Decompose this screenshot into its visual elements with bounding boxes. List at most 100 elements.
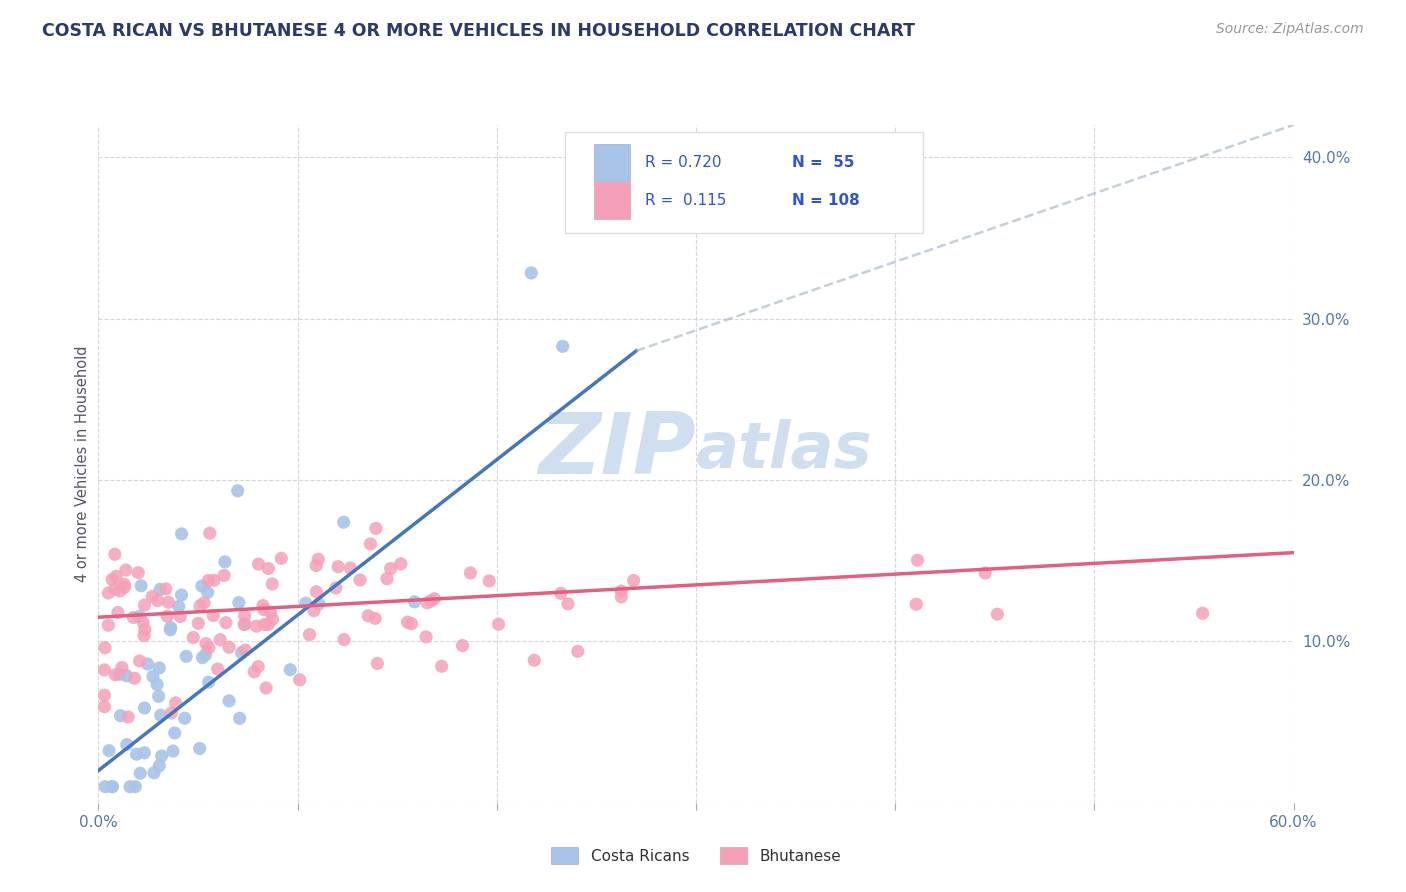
Point bbox=[202, 608, 225, 623]
Point bbox=[191, 579, 214, 593]
Point bbox=[207, 662, 229, 676]
Point bbox=[197, 585, 219, 599]
Point bbox=[128, 609, 150, 624]
Point bbox=[129, 579, 152, 593]
Point bbox=[108, 583, 131, 598]
Point bbox=[451, 639, 474, 653]
Point bbox=[149, 708, 172, 723]
Point bbox=[136, 657, 159, 671]
Point bbox=[193, 596, 215, 610]
Point bbox=[101, 573, 124, 587]
Point bbox=[129, 766, 152, 780]
Point bbox=[233, 608, 256, 623]
Point bbox=[325, 581, 347, 595]
Point bbox=[226, 483, 249, 498]
Point bbox=[610, 590, 633, 604]
Point bbox=[214, 555, 236, 569]
Point bbox=[298, 627, 321, 641]
Point bbox=[124, 780, 146, 794]
Point bbox=[148, 759, 170, 773]
Point bbox=[550, 586, 572, 600]
Point bbox=[253, 602, 276, 616]
Point bbox=[134, 701, 156, 715]
Point bbox=[488, 617, 510, 632]
Point bbox=[905, 597, 928, 611]
Point bbox=[364, 521, 387, 535]
Bar bbox=[595, 144, 630, 181]
Point bbox=[332, 515, 354, 529]
Point bbox=[228, 711, 250, 725]
Point bbox=[191, 650, 214, 665]
Point bbox=[307, 552, 329, 566]
Point bbox=[404, 595, 426, 609]
Point bbox=[159, 623, 181, 637]
Point bbox=[233, 617, 256, 632]
Point bbox=[143, 765, 166, 780]
Point bbox=[233, 643, 256, 657]
Point bbox=[231, 646, 253, 660]
Point bbox=[159, 621, 181, 635]
Point bbox=[170, 527, 193, 541]
Point bbox=[122, 610, 145, 624]
Point bbox=[160, 706, 183, 720]
Text: ZIP: ZIP bbox=[538, 409, 696, 491]
Point bbox=[278, 663, 301, 677]
Point bbox=[218, 694, 240, 708]
Point bbox=[202, 574, 225, 588]
Point bbox=[115, 563, 138, 577]
Point bbox=[197, 675, 219, 690]
Point bbox=[134, 598, 156, 612]
Point bbox=[359, 537, 381, 551]
Point bbox=[162, 744, 184, 758]
Point bbox=[128, 654, 150, 668]
Point bbox=[247, 557, 270, 571]
Point bbox=[197, 574, 219, 588]
Point bbox=[115, 738, 138, 752]
Point bbox=[262, 612, 284, 626]
Point bbox=[212, 568, 235, 582]
Text: COSTA RICAN VS BHUTANESE 4 OR MORE VEHICLES IN HOUSEHOLD CORRELATION CHART: COSTA RICAN VS BHUTANESE 4 OR MORE VEHIC… bbox=[42, 22, 915, 40]
Point bbox=[104, 582, 127, 596]
Point bbox=[181, 631, 204, 645]
Point bbox=[146, 677, 169, 691]
Point bbox=[375, 572, 398, 586]
Point bbox=[156, 609, 179, 624]
Point bbox=[380, 561, 402, 575]
Point bbox=[420, 594, 443, 608]
Point bbox=[112, 580, 135, 594]
Point bbox=[142, 669, 165, 683]
Point bbox=[308, 597, 330, 611]
Text: atlas: atlas bbox=[696, 419, 873, 482]
Point bbox=[259, 606, 281, 620]
Point bbox=[295, 596, 318, 610]
Point bbox=[187, 616, 209, 631]
Point bbox=[101, 780, 124, 794]
Point bbox=[228, 596, 250, 610]
Point bbox=[401, 616, 423, 631]
Point bbox=[215, 615, 238, 630]
Point bbox=[364, 611, 387, 625]
Point bbox=[165, 696, 187, 710]
Point bbox=[94, 640, 117, 655]
Point bbox=[194, 648, 217, 662]
Point bbox=[157, 595, 180, 609]
Point bbox=[430, 659, 453, 673]
Point bbox=[101, 780, 124, 794]
Y-axis label: 4 or more Vehicles in Household: 4 or more Vehicles in Household bbox=[75, 345, 90, 582]
Point bbox=[150, 749, 173, 764]
Point bbox=[155, 582, 177, 596]
Point bbox=[396, 615, 419, 630]
Point bbox=[423, 591, 446, 606]
Legend: Costa Ricans, Bhutanese: Costa Ricans, Bhutanese bbox=[544, 841, 848, 871]
Point bbox=[97, 586, 120, 600]
Point bbox=[118, 780, 141, 794]
Point bbox=[252, 599, 274, 613]
Point bbox=[478, 574, 501, 588]
Point bbox=[1191, 606, 1213, 620]
Point bbox=[97, 618, 120, 632]
Point bbox=[257, 561, 280, 575]
Point bbox=[557, 597, 579, 611]
Point bbox=[141, 590, 163, 604]
Point bbox=[111, 660, 134, 674]
Point bbox=[132, 615, 155, 630]
